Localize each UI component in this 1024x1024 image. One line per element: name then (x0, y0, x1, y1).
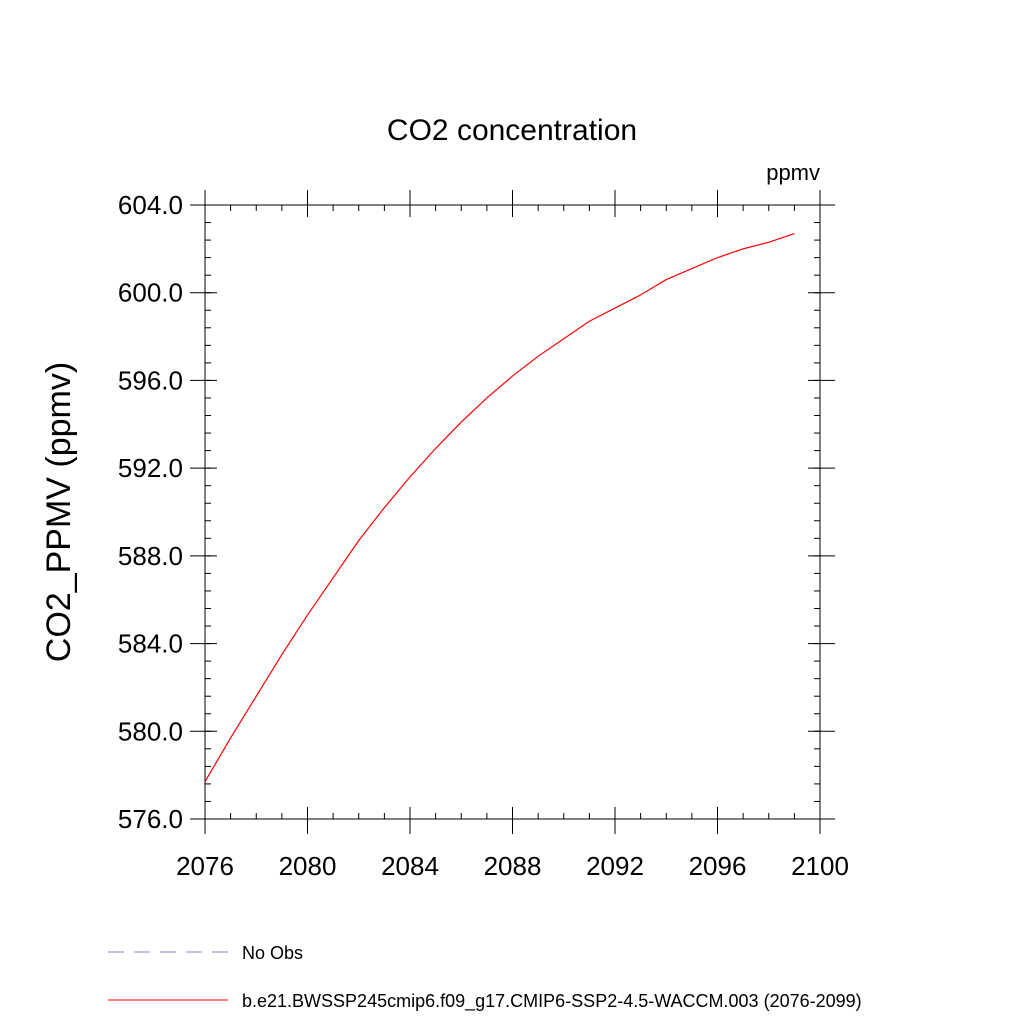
y-axis: 576.0 580.0 584.0 588.0 592.0 596.0 600.0 604.0 (118, 190, 835, 834)
series-line (204, 232, 795, 783)
y-tick-label: 600.0 (118, 278, 183, 308)
y-tick-label: 596.0 (118, 365, 183, 395)
x-axis: 2076 2080 2084 2088 2092 2096 2100 (176, 190, 849, 881)
x-tick-label: 2076 (176, 851, 234, 881)
y-tick-label: 584.0 (118, 629, 183, 659)
plot-frame (204, 204, 821, 820)
legend-label: b.e21.BWSSP245cmip6.f09_g17.CMIP6-SSP2-4… (242, 991, 862, 1012)
y-tick-label: 576.0 (118, 804, 183, 834)
x-tick-label: 2084 (381, 851, 439, 881)
unit-label: ppmv (766, 160, 820, 185)
y-tick-label: 580.0 (118, 716, 183, 746)
legend-label: No Obs (242, 943, 303, 963)
x-tick-label: 2092 (586, 851, 644, 881)
x-tick-label: 2080 (279, 851, 337, 881)
x-tick-label: 2096 (689, 851, 747, 881)
series-layer (204, 232, 795, 783)
chart-title: CO2 concentration (387, 114, 637, 147)
y-tick-label: 604.0 (118, 190, 183, 220)
y-axis-title: CO2_PPMV (ppmv) (40, 362, 78, 662)
legend: No Obs b.e21.BWSSP245cmip6.f09_g17.CMIP6-… (108, 943, 862, 1012)
y-tick-label: 592.0 (118, 453, 183, 483)
y-tick-label: 588.0 (118, 541, 183, 571)
x-tick-label: 2088 (484, 851, 542, 881)
x-tick-label: 2100 (791, 851, 849, 881)
